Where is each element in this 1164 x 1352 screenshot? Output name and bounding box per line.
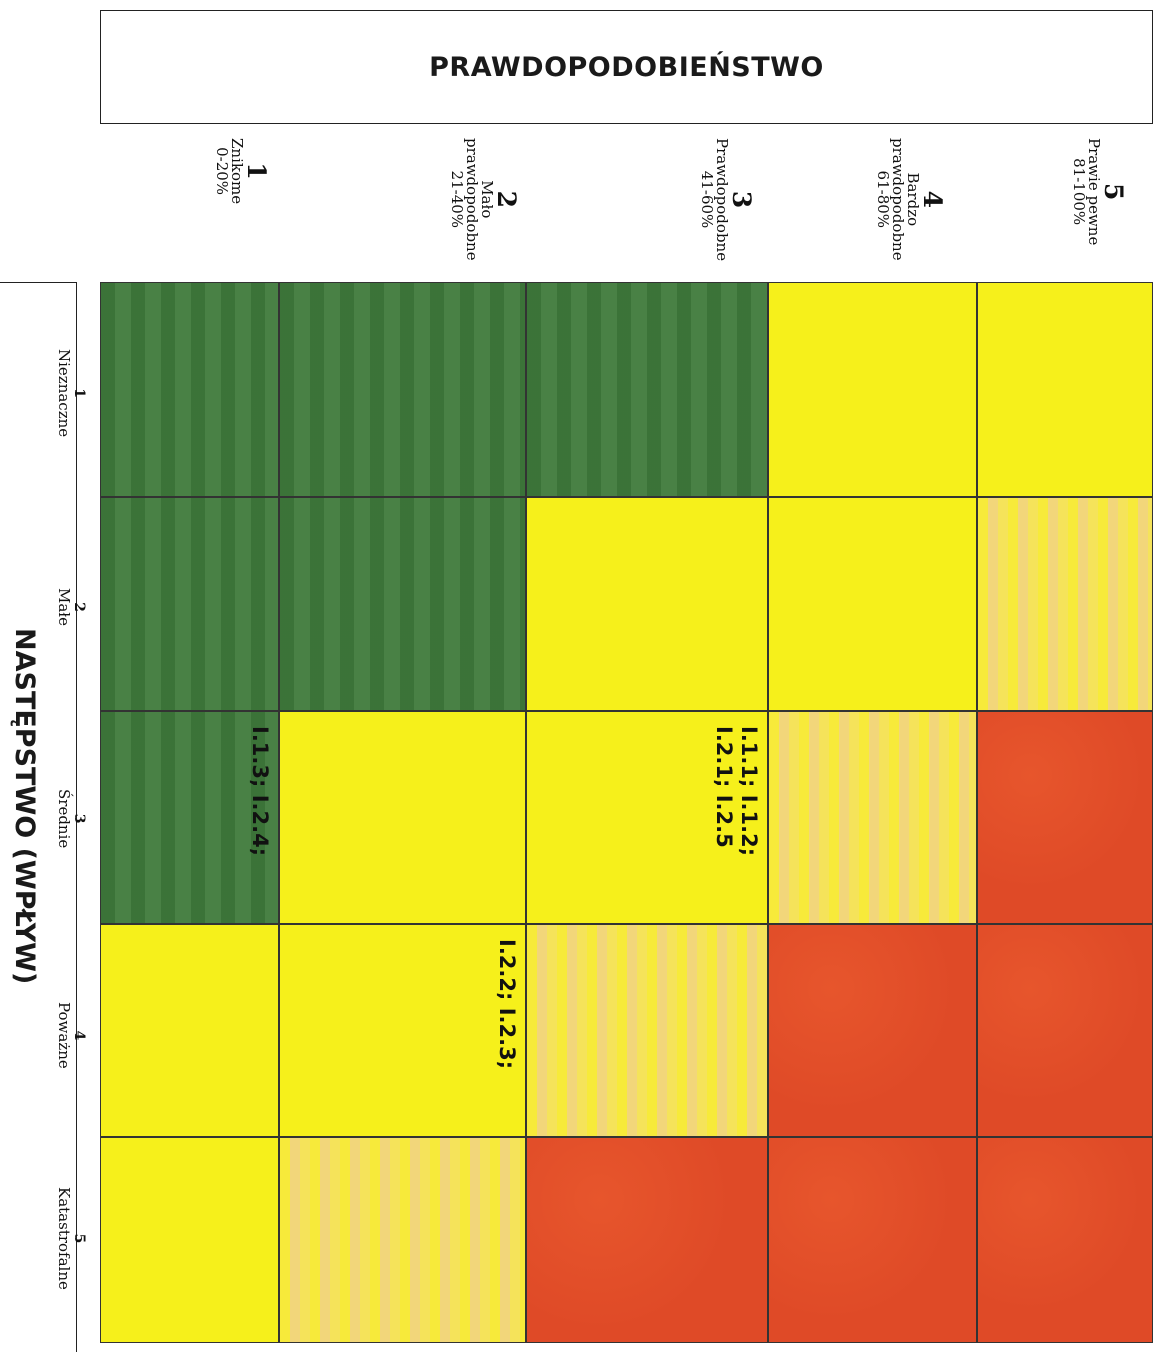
impact-level-1: 1 Nieznaczne	[55, 349, 87, 437]
impact-level-label: Średnie	[55, 788, 74, 849]
impact-level-number: 5	[71, 1233, 87, 1243]
risk-cell-p1-i1	[100, 282, 279, 497]
risk-cell-p5-i2	[977, 497, 1153, 711]
probability-level-label: prawdopodobne	[463, 138, 481, 261]
probability-level-1: 1 Znikome 0-20%	[213, 138, 271, 204]
impact-axis-frame	[0, 282, 77, 1352]
risk-cell-p4-i2	[768, 497, 977, 711]
probability-level-number: 3	[727, 190, 756, 209]
impact-level-number: 1	[71, 387, 87, 398]
impact-level-4: 4 Poważne	[55, 1002, 87, 1069]
probability-level-number: 2	[492, 190, 521, 208]
risk-cell-p2-i2	[279, 497, 526, 711]
risk-cell-p2-i5	[279, 1137, 526, 1343]
risk-cell-p3-i5	[526, 1137, 768, 1343]
risk-cell-p5-i3	[977, 711, 1153, 924]
impact-axis-title-wrap: NASTĘPSTWO (WPŁYW)	[9, 628, 41, 984]
risk-cell-p2-i4: I.2.2; I.2.3;	[279, 924, 526, 1137]
probability-level-4: 4 Bardzo prawdopodobne 61-80%	[874, 138, 947, 261]
probability-axis-title: PRAWDOPODOBIEŃSTWO	[429, 51, 824, 83]
probability-level-label: 41-60%	[698, 170, 716, 229]
probability-level-3: 3 Prawdopodobne 41-60%	[698, 138, 756, 261]
probability-level-label: 81-100%	[1070, 158, 1088, 226]
impact-level-label: Nieznaczne	[55, 348, 74, 437]
impact-level-number: 3	[71, 813, 87, 824]
impact-level-number: 4	[71, 1030, 87, 1041]
probability-title-box: PRAWDOPODOBIEŃSTWO	[100, 10, 1153, 124]
risk-cell-p3-i2	[526, 497, 768, 711]
probability-level-label: 21-40%	[448, 170, 466, 229]
risk-cell-p5-i5	[977, 1137, 1153, 1343]
probability-level-label: prawdopodobne	[889, 138, 907, 261]
probability-level-number: 1	[242, 162, 271, 180]
probability-level-label: Bardzo	[904, 172, 922, 227]
risk-cell-p4-i1	[768, 282, 977, 497]
probability-level-label: Prawdopodobne	[713, 138, 731, 262]
risk-cell-p1-i2	[100, 497, 279, 711]
probability-level-5: 5 Prawie pewne 81-100%	[1070, 138, 1128, 245]
impact-level-2: 2 Małe	[55, 588, 87, 626]
risk-cell-p5-i4	[977, 924, 1153, 1137]
risk-cell-p4-i3	[768, 711, 977, 924]
probability-level-label: Prawie pewne	[1085, 138, 1103, 246]
risk-cell-p1-i4	[100, 924, 279, 1137]
risk-cell-label: I.1.1; I.1.2; I.2.1; I.2.5	[711, 726, 761, 857]
risk-cell-p1-i3: I.1.3; I.2.4;	[100, 711, 279, 924]
impact-level-number: 2	[71, 601, 87, 612]
impact-level-label: Małe	[55, 587, 74, 626]
probability-level-2: 2 Mało prawdopodobne 21-40%	[448, 138, 521, 261]
probability-level-label: Znikome	[228, 138, 246, 205]
risk-cell-p3-i3: I.1.1; I.1.2; I.2.1; I.2.5	[526, 711, 768, 924]
risk-cell-label: I.1.3; I.2.4;	[248, 726, 272, 857]
risk-cell-p4-i4	[768, 924, 977, 1137]
impact-level-label: Poważne	[55, 1001, 74, 1069]
risk-cell-label: I.2.2; I.2.3;	[495, 939, 519, 1070]
impact-level-label: Katastrofalne	[55, 1186, 74, 1290]
risk-cell-p3-i1	[526, 282, 768, 497]
impact-level-3: 3 Średnie	[55, 789, 87, 848]
probability-level-number: 4	[918, 190, 947, 208]
probability-level-label: Mało	[478, 180, 496, 219]
risk-cell-p1-i5	[100, 1137, 279, 1343]
risk-cell-p2-i1	[279, 282, 526, 497]
impact-level-5: 5 Katastrofalne	[55, 1187, 87, 1290]
risk-cell-p3-i4	[526, 924, 768, 1137]
risk-cell-p2-i3	[279, 711, 526, 924]
probability-level-label: 61-80%	[874, 170, 892, 229]
impact-axis-title: NASTĘPSTWO (WPŁYW)	[9, 628, 40, 985]
risk-cell-p4-i5	[768, 1137, 977, 1343]
probability-level-number: 5	[1099, 182, 1128, 201]
risk-matrix-grid: I.1.3; I.2.4; I.1.1; I.1.2; I.2.1; I.2.5 I…	[100, 282, 1153, 1343]
risk-cell-p5-i1	[977, 282, 1153, 497]
probability-level-label: 0-20%	[213, 147, 231, 196]
